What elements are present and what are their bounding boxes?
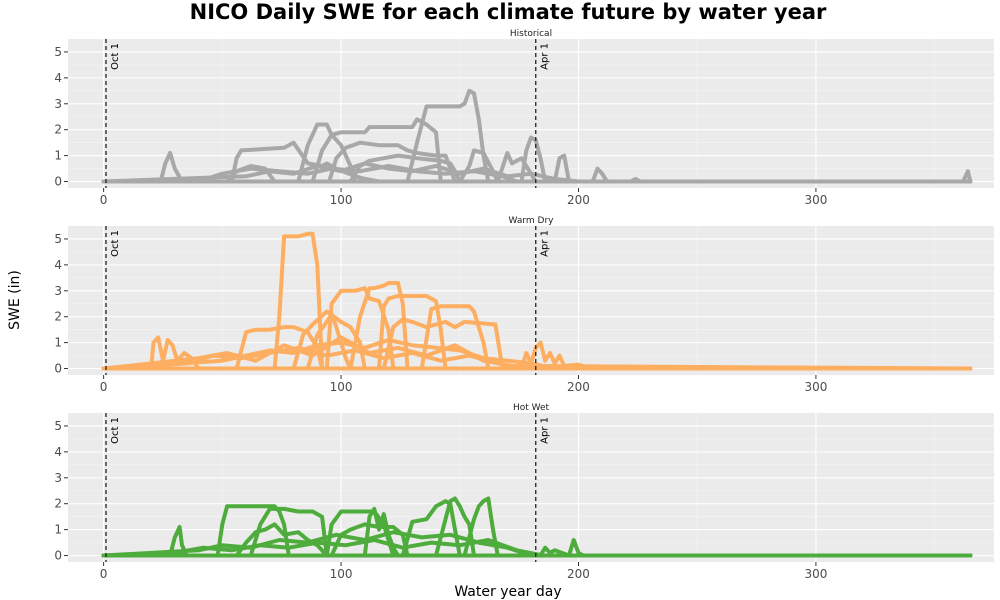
series-line-hot-wet-5	[101, 506, 973, 558]
y-tick-label: 2	[54, 497, 62, 511]
y-axis-title: SWE (in)	[7, 270, 23, 330]
reference-label: Apr 1	[540, 417, 551, 444]
y-tick-label: 2	[54, 310, 62, 324]
series-line-warm-dry-9	[101, 317, 973, 371]
series-line-historical-5	[101, 117, 973, 184]
x-tick-label: 300	[804, 567, 827, 581]
series-line-historical-6	[101, 140, 973, 184]
facet-title: Warm Dry	[509, 216, 555, 226]
series-group	[101, 496, 973, 558]
y-tick-label: 5	[54, 419, 62, 433]
plot-panel	[68, 226, 994, 375]
series-group	[101, 88, 973, 184]
series-line-warm-dry-11	[101, 338, 973, 371]
y-tick-label: 4	[54, 258, 62, 272]
series-line-warm-dry-5	[101, 294, 973, 371]
y-tick-label: 1	[54, 523, 62, 537]
series-line-historical-14	[101, 166, 973, 184]
facet-warm-dry: Warm Dry 0 1 2 3 4 5 0 100 200 300 Oct 1 Apr 1	[54, 213, 994, 394]
plot-panel	[68, 413, 994, 562]
series-line-warm-dry-13	[101, 345, 973, 371]
facet-title: Historical	[510, 29, 552, 39]
reference-label: Oct 1	[110, 417, 121, 444]
series-line-warm-dry-6	[101, 304, 973, 371]
y-tick-label: 1	[54, 336, 62, 350]
reference-label: Oct 1	[110, 230, 121, 257]
series-line-historical-10	[101, 151, 973, 184]
series-line-hot-wet-10	[101, 522, 973, 558]
y-tick-label: 2	[54, 123, 62, 137]
series-line-historical-4	[101, 122, 973, 184]
series-line-historical-11	[101, 135, 973, 184]
series-line-hot-wet-13	[101, 538, 973, 558]
reference-label: Apr 1	[540, 230, 551, 257]
facet-historical: Historical 0 1 2 3 4 5 0 100 200 300 Oct 1 Apr 1	[54, 27, 994, 207]
facet-strip	[68, 27, 994, 39]
chart-title: NICO Daily SWE for each climate future b…	[190, 0, 827, 24]
x-tick-label: 100	[330, 380, 353, 394]
x-tick-label: 100	[330, 567, 353, 581]
y-tick-label: 0	[54, 549, 62, 563]
x-tick-label: 200	[567, 567, 590, 581]
x-axis-title: Water year day	[454, 584, 561, 600]
x-tick-label: 0	[100, 380, 108, 394]
facet-strip	[68, 213, 994, 226]
series-group	[101, 231, 973, 371]
series-line-warm-dry-10	[101, 312, 973, 371]
series-line-historical-8	[101, 88, 973, 184]
series-line-historical-13	[101, 164, 973, 184]
facet-strip	[68, 401, 994, 413]
facet-hot-wet: Hot Wet 0 1 2 3 4 5 0 100 200 300 Oct 1 Apr 1	[54, 401, 994, 581]
x-tick-label: 0	[100, 193, 108, 207]
x-tick-label: 300	[804, 193, 827, 207]
x-tick-label: 300	[804, 380, 827, 394]
x-tick-label: 100	[330, 193, 353, 207]
reference-label: Oct 1	[110, 43, 121, 70]
y-tick-label: 5	[54, 45, 62, 59]
series-line-warm-dry-14	[101, 340, 973, 371]
y-tick-label: 1	[54, 149, 62, 163]
y-tick-label: 5	[54, 232, 62, 246]
series-line-hot-wet-12	[101, 538, 973, 558]
y-tick-label: 0	[54, 362, 62, 376]
series-line-hot-wet-2	[101, 504, 973, 558]
y-tick-label: 4	[54, 71, 62, 85]
series-line-hot-wet-4	[101, 509, 973, 558]
x-tick-label: 0	[100, 567, 108, 581]
y-tick-label: 3	[54, 471, 62, 485]
facet-title: Hot Wet	[513, 403, 550, 413]
y-tick-label: 3	[54, 97, 62, 111]
x-tick-label: 200	[567, 380, 590, 394]
y-tick-label: 0	[54, 175, 62, 189]
x-tick-label: 200	[567, 193, 590, 207]
plot-panel	[68, 39, 994, 188]
y-tick-label: 4	[54, 445, 62, 459]
y-tick-label: 3	[54, 284, 62, 298]
reference-label: Apr 1	[540, 43, 551, 70]
